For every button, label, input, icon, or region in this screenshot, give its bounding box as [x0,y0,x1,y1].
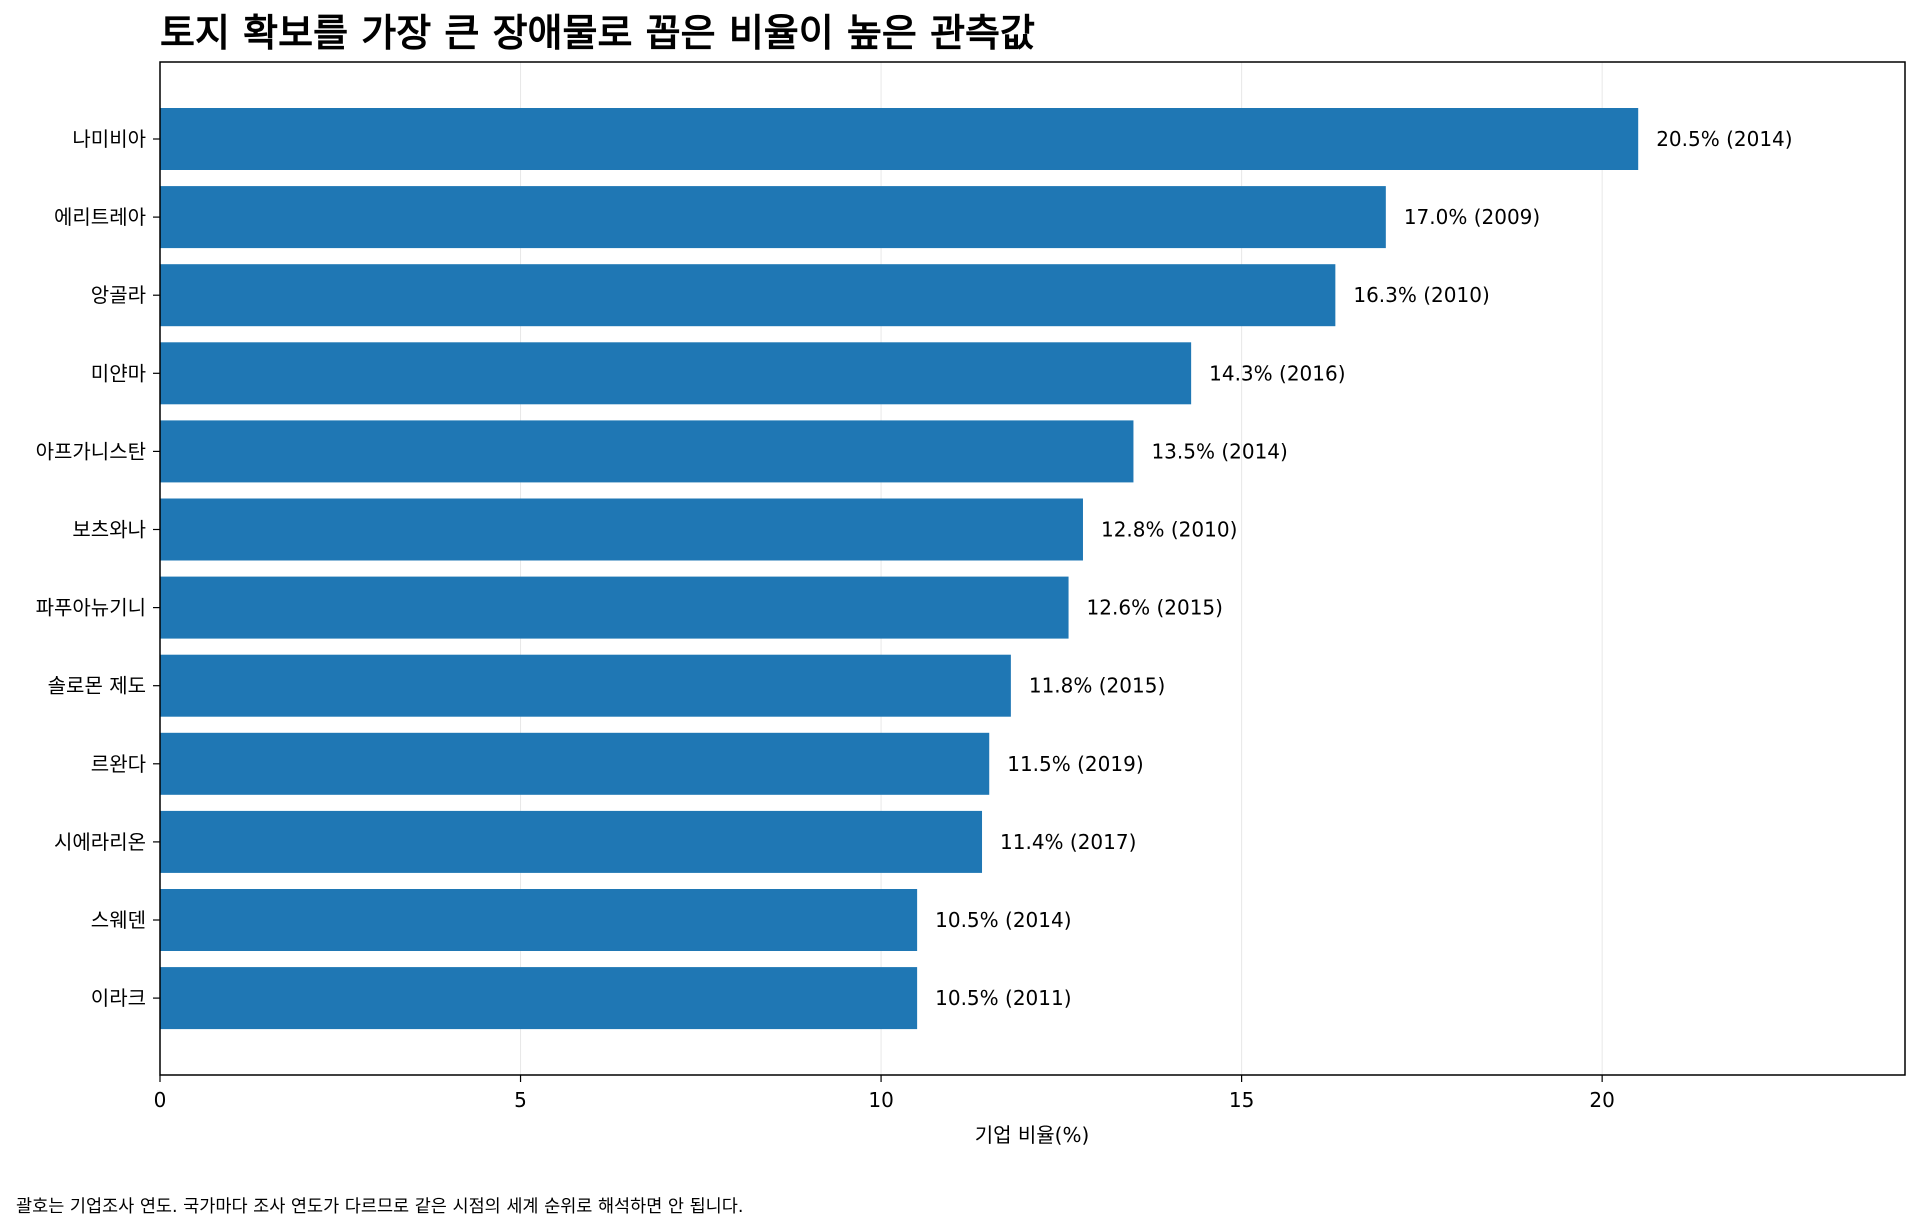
chart-title: 토지 확보를 가장 큰 장애물로 꼽은 비율이 높은 관측값 [160,11,1035,55]
data-label: 17.0% (2009) [1404,205,1540,229]
data-label: 10.5% (2014) [935,908,1071,932]
x-axis-ticks: 0 5 10 15 20 [154,1075,1615,1112]
bar [160,420,1134,483]
x-tick-label: 0 [154,1088,167,1112]
x-tick-label: 15 [1229,1088,1254,1112]
x-tick-label: 5 [514,1088,527,1112]
bar [160,810,983,873]
data-label: 20.5% (2014) [1656,127,1792,151]
bars [160,108,1639,1030]
y-category-label: 이라크 [91,986,146,1010]
y-category-label: 나미비아 [72,127,146,151]
y-category-label: 에리트레아 [54,205,146,229]
y-category-label: 파푸아뉴기니 [36,596,146,620]
x-tick-label: 20 [1589,1088,1614,1112]
x-tick-label: 10 [868,1088,893,1112]
bar [160,889,918,951]
y-category-label: 아프가니스탄 [36,439,146,463]
bar [160,186,1386,249]
x-axis-label: 기업 비율(%) [975,1123,1090,1147]
bar [160,498,1083,561]
footnote: 괄호는 기업조사 연도. 국가마다 조사 연도가 다르므로 같은 시점의 세계 … [16,1197,743,1217]
y-category-label: 르완다 [91,752,146,776]
data-label: 16.3% (2010) [1353,283,1489,307]
data-label: 14.3% (2016) [1209,361,1345,385]
bar [160,264,1336,327]
value-labels: 20.5% (2014) 17.0% (2009) 16.3% (2010) 14.3… [935,127,1792,1010]
bar [160,654,1011,717]
data-label: 12.6% (2015) [1087,596,1223,620]
data-label: 11.4% (2017) [1000,830,1136,854]
data-label: 11.5% (2019) [1007,752,1143,776]
data-label: 10.5% (2011) [935,986,1071,1010]
y-category-label: 솔로몬 제도 [48,674,146,698]
y-category-label: 스웨덴 [91,908,146,932]
y-category-label: 앙골라 [91,283,146,307]
data-label: 13.5% (2014) [1151,439,1287,463]
plot-frame [159,61,1906,1076]
y-category-label: 미얀마 [91,361,146,385]
bar [160,576,1069,639]
bar [160,967,918,1030]
bar [160,108,1639,170]
bar [160,342,1192,405]
bar [160,732,990,795]
data-label: 12.8% (2010) [1101,518,1237,542]
y-category-label: 보츠와나 [72,518,146,542]
data-label: 11.8% (2015) [1029,674,1165,698]
y-category-label: 시에라리온 [54,830,146,854]
